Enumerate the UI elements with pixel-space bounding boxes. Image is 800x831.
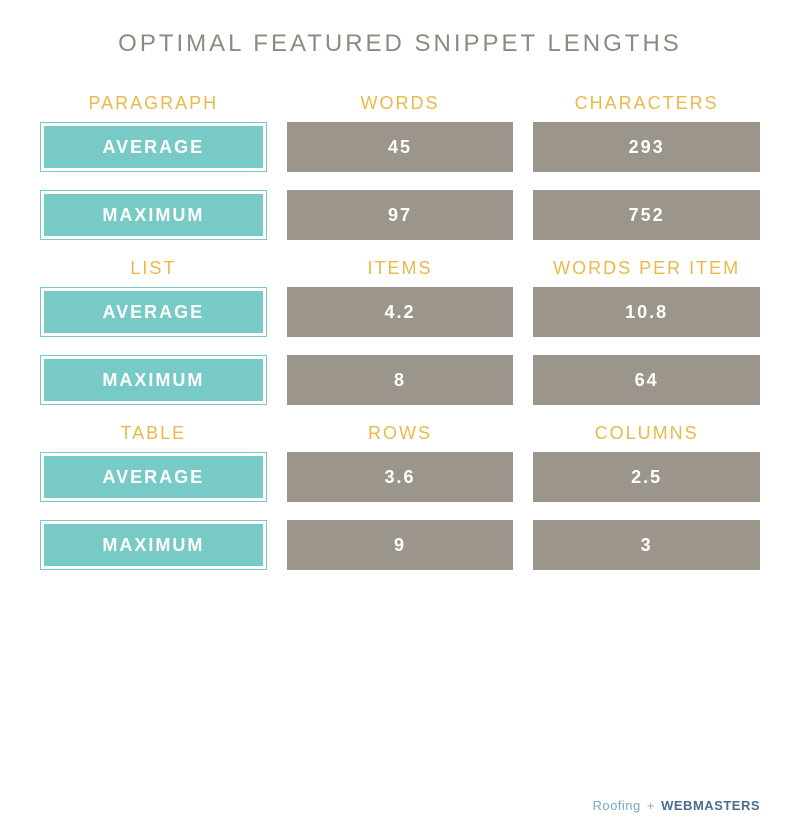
data-row: AVERAGE 4.2 10.8 [40, 287, 760, 337]
snippet-group: TABLE ROWS COLUMNS AVERAGE 3.6 2.5 MAXIMUM 93 [40, 423, 760, 570]
group-headers: LIST ITEMS WORDS PER ITEM [40, 258, 760, 279]
label-outer-border: AVERAGE [40, 287, 267, 337]
value-cell: 64 [533, 355, 760, 405]
row-label: AVERAGE [44, 291, 263, 333]
row-label: MAXIMUM [44, 359, 263, 401]
value-cell: 9 [287, 520, 514, 570]
column-header: TABLE [40, 423, 267, 444]
data-row: MAXIMUM 93 [40, 520, 760, 570]
group-headers: TABLE ROWS COLUMNS [40, 423, 760, 444]
footer-plus-icon: + [647, 798, 655, 813]
footer-credit: Roofing + WEBMASTERS [592, 798, 760, 813]
page-title: OPTIMAL FEATURED SNIPPET LENGTHS [40, 30, 760, 58]
value-cell: 8 [287, 355, 514, 405]
footer-part2: WEBMASTERS [661, 798, 760, 813]
row-label-cell: MAXIMUM [40, 520, 267, 570]
column-header: WORDS [287, 93, 514, 114]
footer-part1: Roofing [592, 798, 640, 813]
column-header: PARAGRAPH [40, 93, 267, 114]
label-outer-border: MAXIMUM [40, 190, 267, 240]
value-cell: 3 [533, 520, 760, 570]
column-header: WORDS PER ITEM [533, 258, 760, 279]
value-cell: 10.8 [533, 287, 760, 337]
value-cell: 2.5 [533, 452, 760, 502]
column-header: ITEMS [287, 258, 514, 279]
row-label-cell: AVERAGE [40, 452, 267, 502]
column-header: COLUMNS [533, 423, 760, 444]
snippet-group: PARAGRAPH WORDS CHARACTERS AVERAGE 45 293 MAXI… [40, 93, 760, 240]
value-cell: 45 [287, 122, 514, 172]
label-outer-border: AVERAGE [40, 122, 267, 172]
value-cell: 293 [533, 122, 760, 172]
data-row: AVERAGE 3.6 2.5 [40, 452, 760, 502]
value-cell: 752 [533, 190, 760, 240]
data-row: MAXIMUM 97 752 [40, 190, 760, 240]
label-outer-border: MAXIMUM [40, 520, 267, 570]
row-label: MAXIMUM [44, 524, 263, 566]
row-label-cell: AVERAGE [40, 287, 267, 337]
label-outer-border: MAXIMUM [40, 355, 267, 405]
row-label-cell: MAXIMUM [40, 190, 267, 240]
row-label-cell: AVERAGE [40, 122, 267, 172]
row-label: AVERAGE [44, 456, 263, 498]
column-header: CHARACTERS [533, 93, 760, 114]
data-row: AVERAGE 45 293 [40, 122, 760, 172]
column-header: ROWS [287, 423, 514, 444]
row-label: MAXIMUM [44, 194, 263, 236]
value-cell: 4.2 [287, 287, 514, 337]
label-outer-border: AVERAGE [40, 452, 267, 502]
row-label-cell: MAXIMUM [40, 355, 267, 405]
snippet-group: LIST ITEMS WORDS PER ITEM AVERAGE 4.2 10.8 MAX… [40, 258, 760, 405]
column-header: LIST [40, 258, 267, 279]
row-label: AVERAGE [44, 126, 263, 168]
value-cell: 97 [287, 190, 514, 240]
value-cell: 3.6 [287, 452, 514, 502]
data-row: MAXIMUM 8 64 [40, 355, 760, 405]
group-headers: PARAGRAPH WORDS CHARACTERS [40, 93, 760, 114]
